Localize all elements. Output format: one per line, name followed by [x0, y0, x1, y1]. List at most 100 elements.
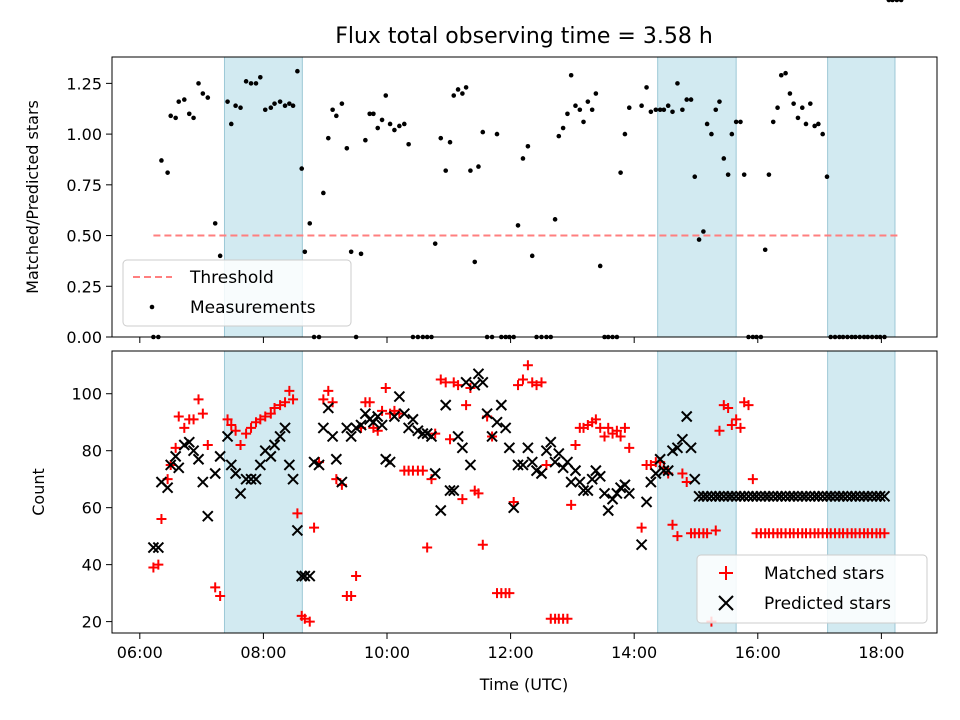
measurement-point [816, 121, 821, 127]
measurement-point [228, 121, 234, 127]
measurement-point [704, 121, 710, 127]
matched-star-point [222, 414, 233, 425]
count-x-ticks: 06:00 08:00 10:00 12:00 14:00 16:00 18:00 [117, 633, 904, 662]
predicted-star-point [202, 510, 214, 522]
predicted-star-point [250, 473, 262, 485]
x-tick-label: 18:00 [858, 643, 904, 662]
measurement-point [290, 103, 296, 108]
predicted-star-point [825, 490, 837, 502]
ratio-panel-frame [111, 56, 938, 338]
predicted-star-point [464, 459, 477, 471]
measurement-point [348, 249, 354, 255]
measurement-point [438, 135, 444, 141]
measurement-point [573, 103, 578, 108]
predicted-star-point [197, 476, 209, 488]
predicted-star-point [268, 439, 281, 451]
predicted-star-point [214, 450, 226, 463]
predicted-star-point [658, 464, 670, 477]
predicted-star-point [713, 490, 726, 502]
matched-star-point [457, 494, 468, 505]
measurement-point [334, 113, 339, 119]
measurement-point [159, 158, 164, 163]
legend-matched-label: Matched stars [764, 564, 884, 584]
measurement-point [406, 141, 411, 147]
measurement-point [358, 251, 364, 257]
measurement-point [824, 174, 830, 180]
predicted-star-point [274, 430, 286, 443]
measurement-point [277, 99, 283, 104]
measurement-point [684, 97, 690, 102]
predicted-star-point [229, 467, 242, 480]
measurement-point [200, 91, 206, 96]
predicted-star-point [452, 430, 464, 443]
observing-interval-3 [827, 56, 896, 338]
measurement-point [262, 107, 268, 113]
measurement-point [661, 107, 667, 113]
predicted-star-point [283, 459, 296, 471]
measurement-point [196, 81, 201, 86]
predicted-star-point [460, 376, 472, 389]
matched-star-point [731, 414, 742, 425]
predicted-star-point [495, 399, 508, 411]
measurement-point [729, 131, 735, 137]
x-tick-label: 16:00 [735, 643, 781, 662]
y-tick-label: 0.25 [66, 277, 102, 296]
matched-star-point [473, 488, 484, 499]
y-tick-label: 0.00 [66, 328, 102, 347]
measurement-point [560, 125, 566, 131]
matched-star-point [188, 414, 199, 425]
matched-star-point [615, 431, 626, 442]
matched-star-point [346, 590, 357, 601]
y-tick-label: 40 [82, 556, 102, 575]
measurement-point [733, 119, 739, 125]
matched-star-point [351, 571, 362, 582]
matched-star-point [677, 468, 688, 479]
predicted-star-point [662, 464, 674, 477]
measurement-point [397, 123, 402, 129]
x-tick-label: 10:00 [364, 643, 410, 662]
measurement-point [363, 137, 368, 143]
predicted-star-point [287, 473, 299, 485]
x-axis-label: Time (UTC) [479, 675, 568, 694]
measurement-point [233, 103, 238, 108]
y-tick-label: 80 [82, 442, 102, 461]
y-tick-label: 60 [82, 499, 102, 518]
measurement-point [692, 174, 698, 180]
measurement-point [186, 111, 192, 117]
measurement-point [778, 72, 784, 78]
measurement-point [287, 101, 292, 106]
matched-star-point [536, 377, 547, 388]
matched-star-point [603, 422, 614, 433]
matched-star-point [327, 397, 338, 408]
predicted-star-point [448, 484, 460, 497]
measurement-point [321, 190, 326, 196]
matched-star-point [672, 531, 683, 542]
matched-star-point [566, 499, 577, 510]
measurement-point [618, 170, 623, 175]
matched-star-point [461, 400, 472, 411]
measurement-point [173, 115, 178, 121]
matched-star-point [636, 522, 647, 533]
matched-star-point [292, 508, 303, 519]
predicted-star-point [535, 467, 548, 480]
predicted-star-point [417, 427, 429, 440]
predicted-star-point [586, 473, 598, 485]
predicted-star-point [526, 456, 538, 468]
predicted-star-point [499, 422, 512, 434]
measurement-point [387, 121, 393, 127]
measurement-point [886, 0, 892, 3]
predicted-star-point [477, 376, 489, 389]
predicted-star-point [517, 459, 529, 471]
matched-stars-points [148, 360, 890, 627]
predicted-star-point [837, 490, 849, 502]
predicted-star-point [322, 402, 334, 414]
predicted-star-point [165, 459, 177, 471]
matched-star-point [241, 428, 252, 439]
predicted-star-point [192, 453, 205, 465]
predicted-star-point [549, 456, 561, 468]
count-panel: 20 40 60 80 100 06:00 08:00 10:00 12:00 14:00 16:… [29, 351, 938, 694]
matched-star-point [513, 380, 524, 391]
measurement-point [191, 115, 196, 121]
matched-star-point [173, 411, 184, 422]
matched-star-point [445, 434, 456, 445]
